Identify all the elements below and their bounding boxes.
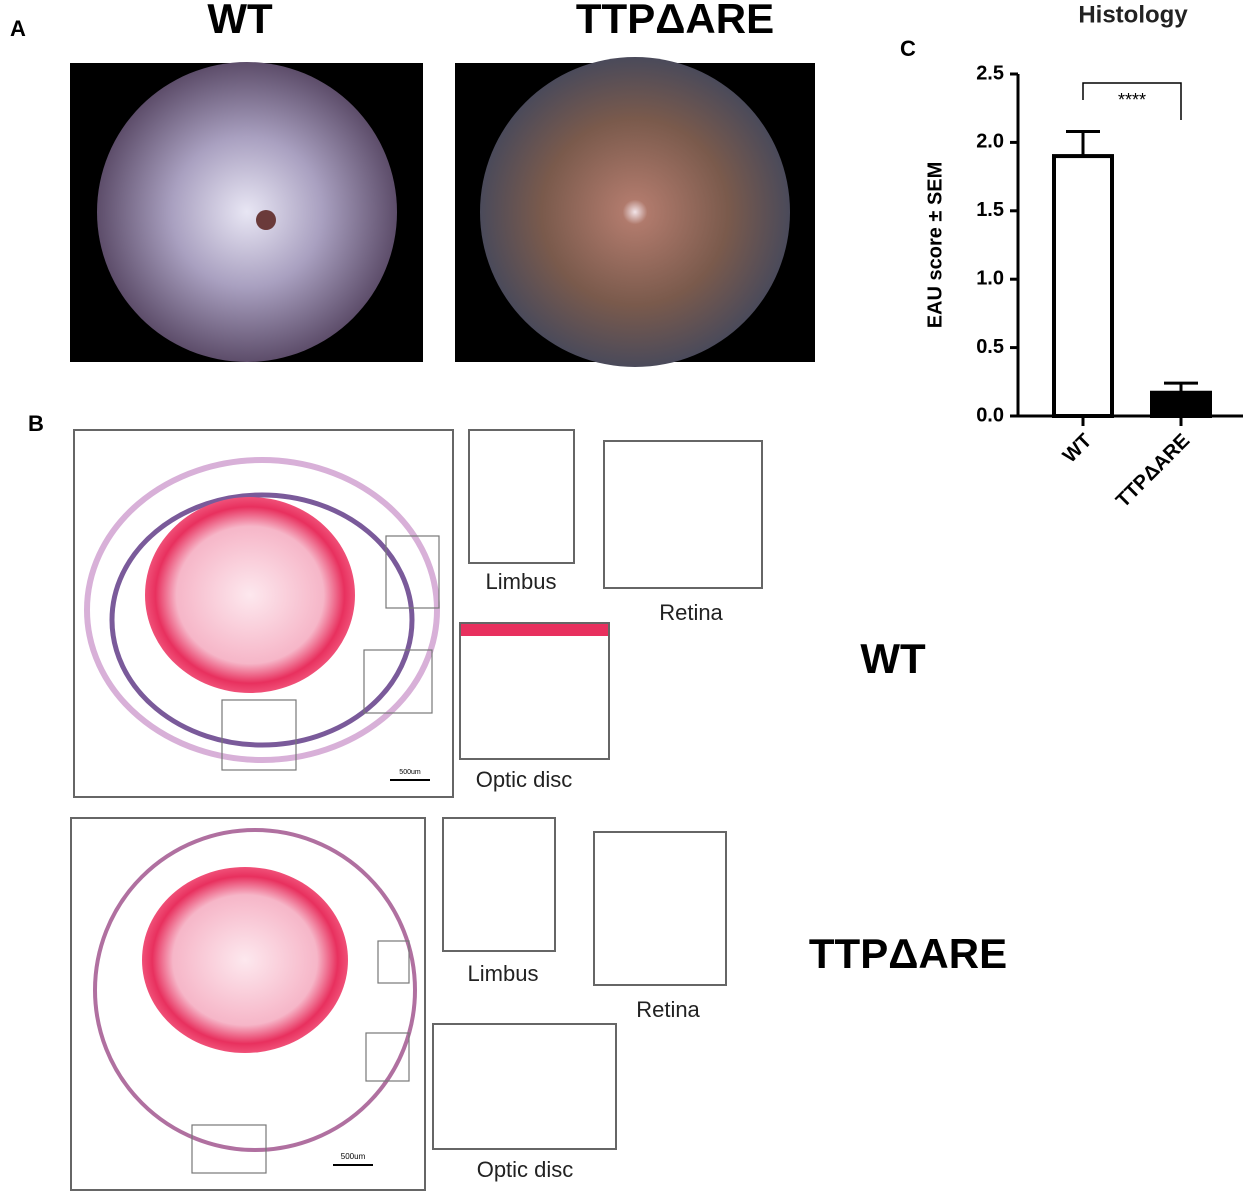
- significance-label: ****: [1118, 90, 1146, 110]
- bar-chart: 0.0 0.5 1.0 1.5 2.0 2.5 WT TTPΔARE ****: [976, 62, 1243, 512]
- scale-bar: 500um: [341, 1152, 366, 1161]
- bar: [1150, 390, 1212, 418]
- group-label: WT: [860, 635, 926, 682]
- inset-label: Retina: [659, 600, 723, 625]
- bar: [1052, 154, 1114, 419]
- scale-bar: 500um: [399, 769, 421, 776]
- x-tick-label: TTPΔARE: [1112, 430, 1194, 512]
- fundus-eye: [97, 62, 397, 362]
- panel-label: C: [900, 36, 916, 61]
- inset-label: Limbus: [486, 569, 557, 594]
- significance-bracket: [1082, 82, 1182, 120]
- inset-label: Retina: [636, 997, 700, 1022]
- inset-label: Optic disc: [477, 1157, 574, 1182]
- y-tick-label: 2.0: [976, 131, 1004, 153]
- y-tick-label: 2.5: [976, 62, 1004, 84]
- fundus-title: WT: [207, 0, 273, 42]
- histology-wt: 500um Limbus Retina Optic disc WT: [73, 429, 926, 798]
- inset-label: Limbus: [468, 961, 539, 986]
- inset-label: Optic disc: [476, 767, 573, 792]
- optic-disc: [256, 210, 276, 230]
- y-tick-label: 0.0: [976, 404, 1004, 426]
- y-axis-label: EAU score ± SEM: [924, 162, 946, 329]
- y-tick-label: 1.0: [976, 267, 1004, 289]
- group-label: TTPΔARE: [809, 930, 1007, 977]
- panel-label: A: [10, 16, 26, 41]
- y-tick-label: 0.5: [976, 336, 1004, 358]
- panel-label: B: [28, 411, 44, 436]
- fundus-title: TTPΔARE: [576, 0, 774, 42]
- chart-title: Histology: [1078, 1, 1188, 28]
- histology-ttp: 500um Limbus Retina Optic disc TTPΔARE: [70, 817, 1007, 1191]
- fundus-eye: [480, 57, 790, 367]
- x-tick-label: WT: [1059, 430, 1097, 468]
- y-tick-label: 1.5: [976, 199, 1004, 221]
